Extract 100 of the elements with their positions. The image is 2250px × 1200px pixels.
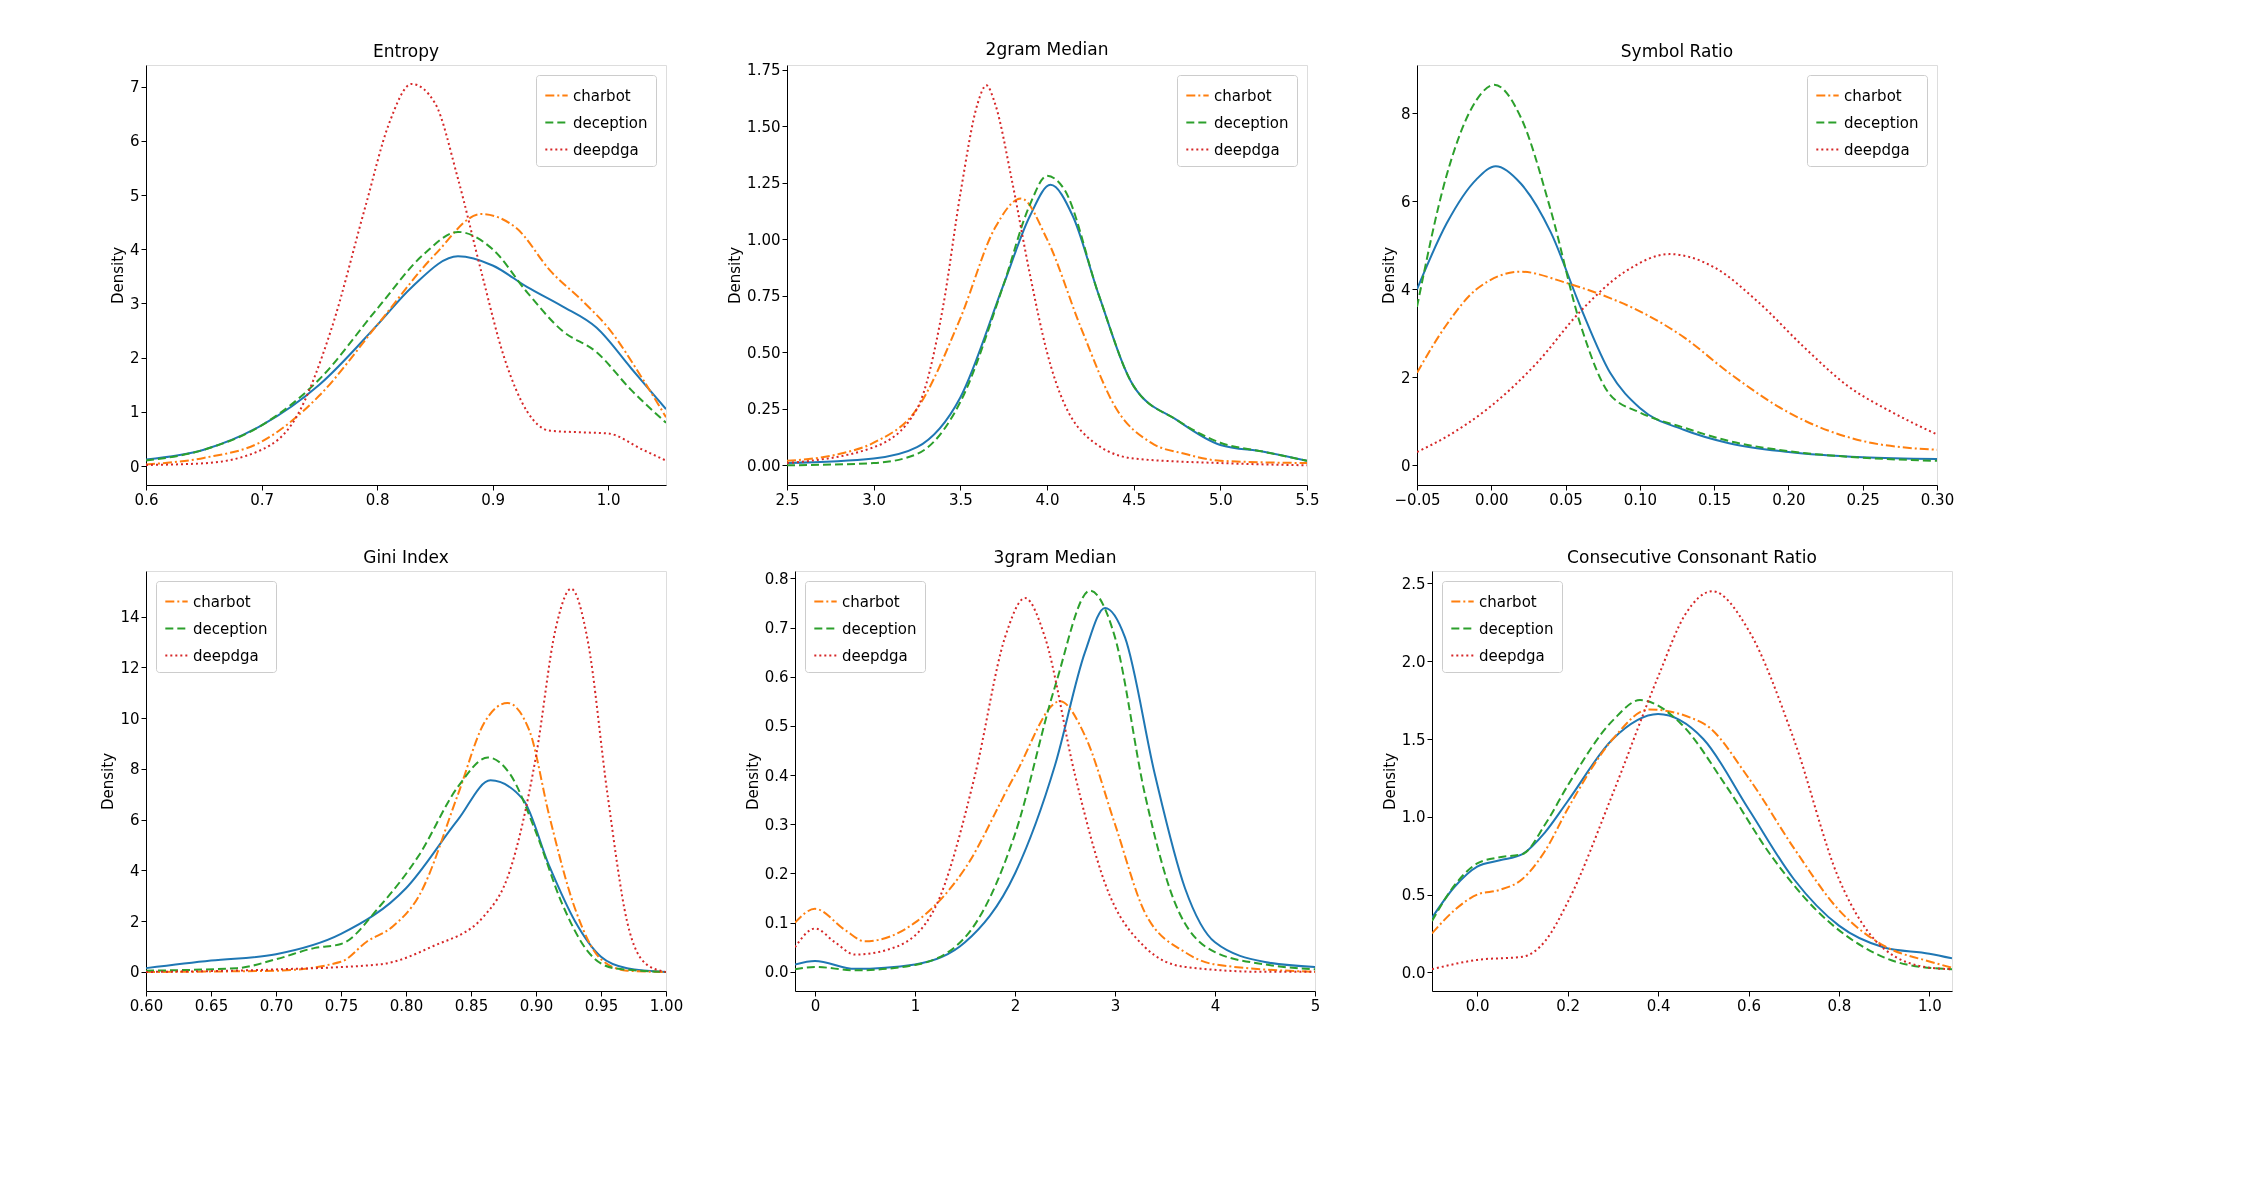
legend-label: deception xyxy=(1479,619,1554,638)
x-tick-label: 3 xyxy=(1110,996,1121,1015)
line-series xyxy=(1417,83,1937,462)
line-series xyxy=(1432,590,1952,971)
legend-label: charbot xyxy=(1844,86,1902,105)
x-tick-label: 0.80 xyxy=(389,996,424,1015)
y-tick-label: 14 xyxy=(120,608,140,627)
y-tick-label: 0.75 xyxy=(747,287,781,306)
line-series xyxy=(146,587,666,973)
x-tick-label: 1 xyxy=(910,996,921,1015)
y-tick-label: 0.0 xyxy=(1401,963,1426,982)
y-tick-label: 0.00 xyxy=(747,456,781,475)
y-axis-title: Density xyxy=(1380,752,1399,811)
legend-label: deception xyxy=(1844,113,1919,132)
legend-label: charbot xyxy=(193,592,251,611)
y-tick-label: 1.50 xyxy=(747,117,781,136)
chart-title: Entropy xyxy=(372,41,440,61)
x-tick-label: 1.0 xyxy=(596,490,621,509)
y-tick-label: 12 xyxy=(120,658,140,677)
chart-title: Gini Index xyxy=(363,547,449,567)
x-tick-label: 3.0 xyxy=(862,490,887,509)
y-tick-label: 1.00 xyxy=(747,230,781,249)
legend-label: charbot xyxy=(573,86,631,105)
y-tick-label: 0.3 xyxy=(764,815,789,834)
y-tick-label: 2 xyxy=(1400,368,1411,387)
x-tick-label: 5 xyxy=(1310,996,1321,1015)
x-tick-label: 0.4 xyxy=(1646,996,1671,1015)
y-tick-label: 5 xyxy=(129,186,140,205)
y-tick-label: 10 xyxy=(120,709,140,728)
x-tick-label: 0.6 xyxy=(1737,996,1761,1015)
y-tick-label: 0.5 xyxy=(764,717,789,736)
x-tick-label: 0.8 xyxy=(365,490,390,509)
legend-label: deepdga xyxy=(193,646,259,665)
y-tick-label: 6 xyxy=(1400,192,1411,211)
x-tick-label: 0 xyxy=(810,996,821,1015)
x-tick-label: 4.0 xyxy=(1035,490,1060,509)
y-tick-label: 2.5 xyxy=(1401,574,1426,593)
x-tick-label: 0.90 xyxy=(519,996,554,1015)
x-tick-label: 4 xyxy=(1210,996,1221,1015)
x-tick-label: 0.65 xyxy=(194,996,229,1015)
chart-title: 2gram Median xyxy=(985,38,1109,59)
y-tick-label: 0.4 xyxy=(764,766,789,785)
x-tick-label: 0.25 xyxy=(1846,490,1880,509)
x-tick-label: 0.75 xyxy=(324,996,359,1015)
y-tick-label: 2 xyxy=(129,912,140,931)
x-tick-label: 4.5 xyxy=(1122,490,1147,509)
x-tick-label: 5.0 xyxy=(1208,490,1233,509)
legend-label: deepdga xyxy=(1214,140,1280,159)
y-tick-label: 6 xyxy=(129,811,140,830)
line-series xyxy=(146,82,666,466)
y-tick-label: 4 xyxy=(129,861,140,880)
y-tick-label: 1.0 xyxy=(1401,808,1426,827)
y-tick-label: 0.1 xyxy=(764,914,789,933)
x-tick-label: 0.95 xyxy=(584,996,619,1015)
x-tick-label: 0.20 xyxy=(1772,490,1806,509)
legend-label: deception xyxy=(573,113,648,132)
y-tick-label: 1.75 xyxy=(747,61,781,80)
legend-label: deception xyxy=(842,619,917,638)
y-axis-title: Density xyxy=(99,752,118,811)
y-tick-label: 3 xyxy=(129,294,140,313)
y-tick-label: 0 xyxy=(1400,456,1411,475)
legend-label: charbot xyxy=(842,592,900,611)
y-tick-label: 0.25 xyxy=(747,400,781,419)
x-tick-label: 0.15 xyxy=(1697,490,1732,509)
legend-label: deepdga xyxy=(842,646,908,665)
y-tick-label: 0.50 xyxy=(747,343,781,362)
y-tick-label: 0 xyxy=(129,963,140,982)
y-tick-label: 0.7 xyxy=(764,619,789,638)
y-tick-label: 4 xyxy=(129,240,140,259)
legend-label: deception xyxy=(1214,113,1289,132)
y-tick-label: 0.0 xyxy=(764,963,789,982)
x-tick-label: 1.0 xyxy=(1917,996,1942,1015)
x-tick-label: 1.00 xyxy=(649,996,684,1015)
y-tick-label: 8 xyxy=(129,760,140,779)
y-tick-label: 7 xyxy=(129,78,140,97)
x-tick-label: 0.0 xyxy=(1465,996,1490,1015)
chart-title: 3gram Median xyxy=(993,547,1117,567)
y-tick-label: 1 xyxy=(129,403,140,422)
x-tick-label: 5.5 xyxy=(1295,490,1320,509)
x-tick-label: 0.2 xyxy=(1556,996,1581,1015)
y-tick-label: 2 xyxy=(129,349,140,368)
x-tick-label: 3.5 xyxy=(948,490,973,509)
x-tick-label: 0.70 xyxy=(259,996,294,1015)
y-tick-label: 4 xyxy=(1400,280,1411,299)
y-tick-label: 0.5 xyxy=(1401,886,1426,905)
y-tick-label: 0.6 xyxy=(764,668,789,687)
x-tick-label: 0.00 xyxy=(1475,490,1509,509)
x-tick-label: 0.85 xyxy=(454,996,489,1015)
y-axis-title: Density xyxy=(743,752,762,811)
legend-label: deepdga xyxy=(1479,646,1545,665)
y-axis-title: Density xyxy=(108,246,127,305)
legend-label: deception xyxy=(193,619,268,638)
x-tick-label: 2 xyxy=(1010,996,1021,1015)
line-series xyxy=(1417,165,1937,461)
line-series xyxy=(787,84,1307,467)
x-tick-label: 0.7 xyxy=(250,490,274,509)
y-tick-label: 0.8 xyxy=(764,569,789,588)
y-tick-label: 0 xyxy=(129,457,140,476)
y-axis-title: Density xyxy=(726,246,745,305)
y-axis-title: Density xyxy=(1379,246,1398,305)
